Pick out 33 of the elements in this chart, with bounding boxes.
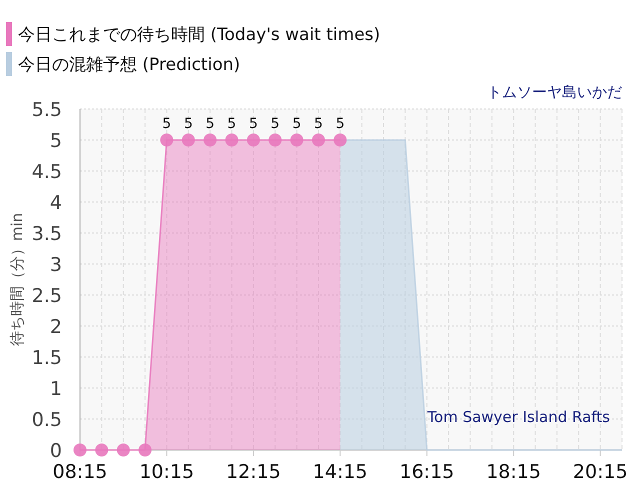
x-tick-label: 16:15 <box>399 461 454 483</box>
x-tick-label: 18:15 <box>486 461 541 483</box>
y-tick-label: 2 <box>50 316 62 338</box>
y-tick-label: 1.5 <box>32 347 62 369</box>
y-tick-label: 5.5 <box>32 99 62 121</box>
y-tick-label: 4 <box>50 192 62 214</box>
data-label: 5 <box>162 116 172 132</box>
x-tick-label: 14:15 <box>312 461 368 483</box>
legend-label: 今日これまでの待ち時間 (Today's wait times) <box>18 25 380 45</box>
data-label: 5 <box>206 116 215 132</box>
y-tick-label: 4.5 <box>32 161 62 183</box>
y-tick-label: 2.5 <box>32 285 62 307</box>
y-axis-title: 待ち時間（分）min <box>8 212 26 346</box>
y-tick-label: 1 <box>50 378 62 400</box>
chart-title: トムソーヤ島いかだ <box>487 83 622 101</box>
data-label: 5 <box>270 116 280 132</box>
y-tick-label: 3.5 <box>32 223 62 245</box>
y-tick-label: 5 <box>50 130 62 152</box>
y-tick-label: 0 <box>50 440 62 462</box>
x-tick-label: 12:15 <box>226 461 281 483</box>
data-label: 5 <box>227 116 236 132</box>
annotation: Tom Sawyer Island Rafts <box>426 408 610 426</box>
x-tick-label: 10:15 <box>139 461 194 483</box>
data-label: 5 <box>248 116 258 132</box>
data-label: 5 <box>314 116 323 132</box>
x-tick-label: 20:15 <box>572 461 628 483</box>
data-label: 5 <box>336 116 345 132</box>
data-label: 5 <box>292 116 302 132</box>
y-tick-label: 0.5 <box>32 409 62 431</box>
data-label: 5 <box>184 116 193 132</box>
legend-label: 今日の混雑予想 (Prediction) <box>18 55 240 75</box>
x-tick-label: 08:15 <box>52 461 108 483</box>
y-tick-label: 3 <box>50 254 62 276</box>
